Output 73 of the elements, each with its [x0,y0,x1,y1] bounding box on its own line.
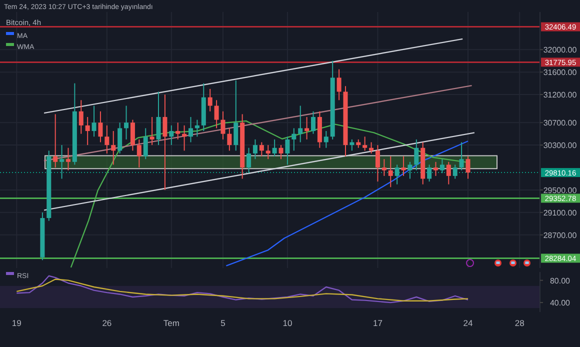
y-tick-label: 29100.00 [543,208,578,218]
candlestick [324,130,328,148]
candlestick [382,158,386,176]
candlestick [336,68,342,101]
candlestick [252,138,258,160]
x-tick-label: 17 [372,318,383,328]
y-tick-label: 30700.00 [543,118,578,128]
candlestick [350,138,354,152]
candlestick [459,142,464,171]
y-tick-label: 30300.00 [543,141,578,150]
candlestick [188,116,194,143]
candlestick [375,144,380,182]
candlestick [78,100,84,134]
candlestick [143,128,148,160]
line-series [226,140,469,266]
y-tick-label: 80.00 [550,276,571,286]
candlestick [266,144,270,160]
candlestick [440,158,444,174]
candlestick [292,128,296,152]
y-tick-label: 31200.00 [543,90,578,100]
candlestick [124,105,129,140]
y-tick-label: 29500.00 [543,186,578,195]
x-tick-label: 19 [12,318,22,328]
candlestick [85,116,90,146]
y-tick-label: 40.00 [550,298,571,308]
candlestick [414,138,419,171]
x-tick-label: 5 [220,318,226,328]
candlestick [214,100,219,129]
candlestick [208,88,212,112]
candlestick [98,110,103,143]
candlestick [234,80,238,152]
candlestick [130,119,135,152]
candlestick [285,136,290,166]
candlestick [92,105,96,138]
candlestick [304,116,310,140]
candlestick [60,144,64,180]
candlestick [278,144,284,160]
candlestick [401,156,406,176]
candlestick [362,136,368,152]
candlestick [427,164,432,182]
candlestick [466,156,470,180]
candlestick [446,161,451,185]
candlestick [66,147,70,171]
candlestick [246,147,252,174]
candlestick [452,164,458,180]
candlestick [104,124,110,154]
x-tick-label: 10 [282,318,292,328]
candlestick [136,138,142,168]
y-tick-label: 31600.00 [543,68,578,78]
y-tick-label: 28700.00 [543,230,578,240]
candlestick [53,114,58,168]
candlestick [169,124,174,146]
candlestick [434,161,438,176]
candlestick [150,116,154,146]
x-tick-label: 28 [514,318,525,328]
x-tick-label: Tem [163,318,180,328]
x-tick-label: 24 [463,318,473,328]
candlestick [298,105,303,143]
candlestick [394,164,400,185]
candlestick [176,122,180,140]
candlestick [111,130,116,166]
candlestick [118,122,122,154]
candlestick [220,110,226,140]
candlestick [272,138,277,157]
candlestick [259,142,264,157]
candlestick [408,161,412,180]
candlestick [227,128,232,152]
y-tick-label: 32000.00 [543,46,578,55]
candlestick [156,91,161,146]
x-tick-label: 26 [102,318,112,328]
candlestick [388,156,393,188]
candlestick [310,110,316,134]
candlestick [162,94,168,190]
